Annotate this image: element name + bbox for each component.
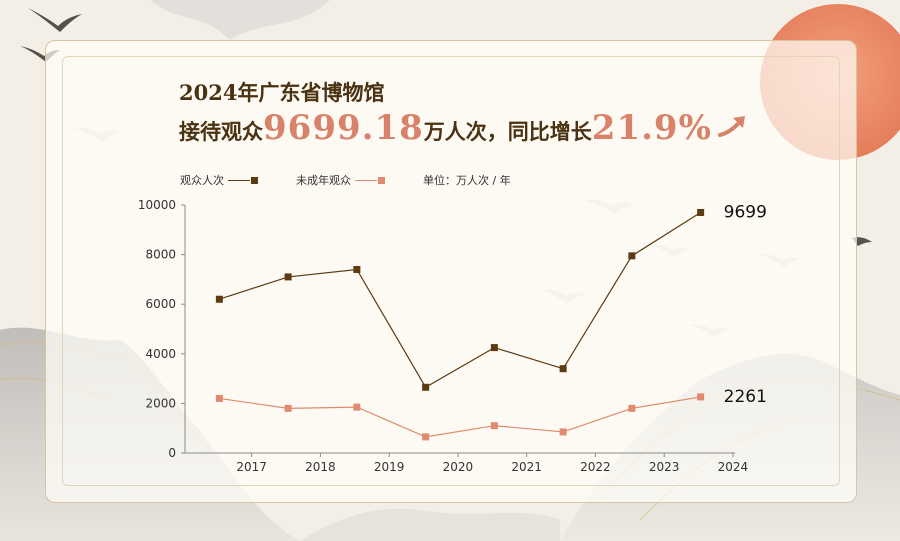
trend-up-arrow-icon	[716, 113, 750, 144]
y-tick-label: 2000	[145, 396, 176, 410]
content-frame-inner	[62, 56, 840, 486]
legend-line-visitors	[228, 179, 250, 181]
x-tick-label: 2024	[718, 460, 749, 474]
data-point-0-0	[215, 295, 223, 303]
legend-marker-minors	[378, 176, 385, 184]
y-tick-label: 8000	[145, 248, 176, 262]
end-value-label-1: 2261	[724, 387, 767, 407]
x-tick-label: 2019	[374, 460, 405, 474]
y-tick-label: 0	[168, 446, 176, 460]
legend-label-minors: 未成年观众	[296, 174, 351, 187]
chart-legend: 观众人次 未成年观众 单位：万人次 / 年	[180, 172, 511, 188]
data-point-1-2	[353, 403, 361, 411]
data-point-0-1	[284, 273, 292, 281]
bottom-mist	[300, 508, 560, 541]
legend-unit-label: 单位：万人次 / 年	[423, 174, 511, 187]
x-tick-label: 2017	[236, 460, 267, 474]
data-point-1-6	[628, 404, 636, 412]
data-point-0-6	[628, 252, 636, 260]
x-tick-label: 2020	[443, 460, 474, 474]
data-point-1-4	[490, 422, 498, 430]
title: 2024年广东省博物馆	[179, 80, 385, 105]
data-point-1-3	[422, 433, 430, 441]
end-value-label-0: 9699	[724, 202, 767, 222]
data-point-1-0	[215, 394, 223, 402]
data-point-1-1	[284, 404, 292, 412]
y-tick-label: 6000	[145, 297, 176, 311]
series-line-0	[219, 211, 701, 389]
visitors-value: 9699.18	[263, 108, 424, 148]
growth-value: 21.9%	[591, 108, 712, 148]
top-mountain	[150, 0, 330, 40]
legend-line-minors	[355, 179, 377, 181]
legend-marker-visitors	[251, 176, 258, 184]
data-point-0-7	[697, 208, 705, 216]
data-point-1-5	[559, 428, 567, 436]
subtitle: 接待观众 9699.18 万人次，同比增长 21.9%	[179, 108, 750, 148]
data-point-0-2	[353, 265, 361, 273]
subtitle-unit: 万人次，同比增长	[423, 119, 592, 144]
y-tick-label: 10000	[138, 198, 176, 212]
legend-item-visitors: 观众人次	[180, 172, 258, 188]
y-tick-label: 4000	[145, 347, 176, 361]
subtitle-prefix: 接待观众	[179, 119, 263, 144]
legend-item-minors: 未成年观众	[296, 172, 385, 188]
x-tick-label: 2021	[511, 460, 542, 474]
data-point-1-7	[697, 393, 705, 401]
x-tick-label: 2018	[305, 460, 336, 474]
legend-label-visitors: 观众人次	[180, 174, 224, 187]
series-line-1	[219, 396, 701, 438]
x-tick-label: 2022	[580, 460, 611, 474]
x-tick-label: 2023	[649, 460, 680, 474]
data-point-0-5	[559, 365, 567, 373]
data-point-0-4	[490, 344, 498, 352]
data-point-0-3	[422, 383, 430, 391]
content-frame	[45, 40, 857, 503]
